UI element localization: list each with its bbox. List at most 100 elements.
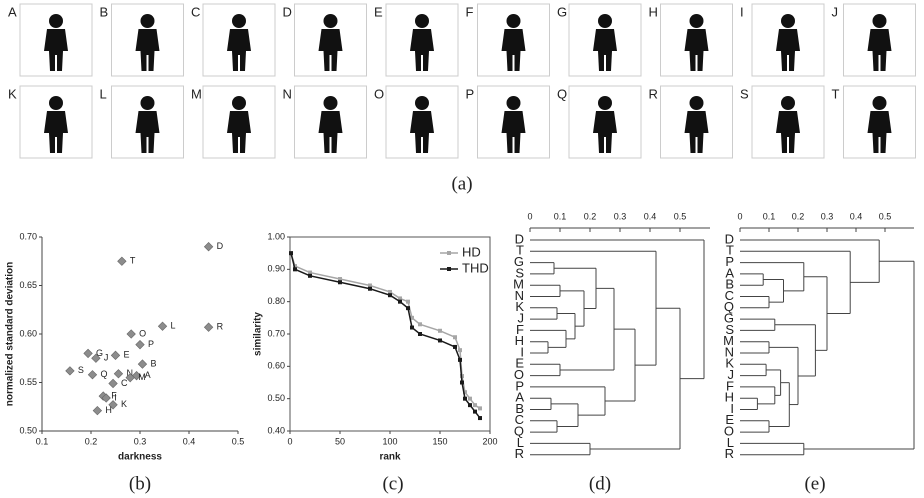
image-label: O	[374, 86, 384, 101]
caption: (b)	[129, 473, 151, 494]
x-tick-label: 0.3	[614, 211, 627, 221]
silhouette-head	[781, 96, 795, 110]
silhouette-head	[690, 14, 704, 28]
point	[111, 351, 119, 359]
series-marker	[438, 329, 442, 333]
series-marker	[478, 406, 482, 410]
point-label: M	[138, 372, 146, 382]
leaf-label: R	[725, 446, 734, 461]
image-label: L	[100, 86, 107, 101]
series-line	[291, 253, 480, 408]
x-axis-title: rank	[379, 452, 401, 463]
silhouette-head	[598, 14, 612, 28]
point	[93, 406, 101, 414]
x-tick-label: 0.5	[232, 436, 245, 446]
y-tick-label: 0.80	[267, 296, 285, 306]
silhouette-head	[873, 96, 887, 110]
point-label: E	[124, 350, 130, 360]
silhouette-head	[690, 96, 704, 110]
silhouette-head	[141, 96, 155, 110]
y-tick-label: 0.60	[267, 361, 285, 371]
series-marker	[406, 306, 410, 310]
silhouette-head	[232, 14, 246, 28]
image-label: D	[283, 4, 292, 19]
x-tick-label: 50	[335, 436, 345, 446]
series-marker	[468, 403, 472, 407]
legend-label: HD	[462, 244, 481, 259]
legend-label: THD	[462, 260, 489, 275]
image-label: F	[466, 4, 474, 19]
y-tick-label: 0.50	[267, 393, 285, 403]
point	[118, 257, 126, 265]
x-tick-label: 0.1	[554, 211, 567, 221]
point	[204, 242, 212, 250]
point-label: I	[114, 392, 117, 402]
image-label: M	[191, 86, 202, 101]
x-tick-label: 0.2	[584, 211, 597, 221]
x-tick-label: 150	[432, 436, 447, 446]
x-tick-label: 0	[737, 211, 742, 221]
silhouette-head	[49, 14, 63, 28]
point-label: K	[121, 399, 127, 409]
point-label: C	[121, 378, 128, 388]
point-label: T	[130, 256, 136, 266]
y-tick-label: 0.40	[267, 425, 285, 435]
series-marker	[388, 293, 392, 297]
image-label: N	[283, 86, 292, 101]
silhouette-head	[781, 14, 795, 28]
y-tick-label: 0.70	[19, 231, 37, 241]
x-tick-label: 0.5	[674, 211, 687, 221]
figure: (a) ABCDEFGHIJKLMNOPQRST0.10.20.30.40.50…	[0, 0, 924, 498]
silhouette-head	[507, 96, 521, 110]
y-tick-label: 0.90	[267, 264, 285, 274]
y-tick-label: 0.70	[267, 328, 285, 338]
series-marker	[473, 403, 477, 407]
x-tick-label: 0.3	[134, 436, 147, 446]
silhouette-head	[873, 14, 887, 28]
legend-marker	[447, 267, 451, 271]
image-label: I	[740, 4, 744, 19]
series-marker	[410, 326, 414, 330]
point-label: H	[105, 405, 112, 415]
series-marker	[398, 300, 402, 304]
point-label: L	[171, 321, 176, 331]
series-marker	[468, 397, 472, 401]
x-tick-label: 0.1	[763, 211, 776, 221]
caption: (c)	[382, 473, 403, 494]
series-marker	[453, 345, 457, 349]
y-axis-title: normalized standard deviation	[5, 262, 16, 406]
point	[84, 349, 92, 357]
x-tick-label: 200	[482, 436, 497, 446]
plot-frame	[290, 237, 490, 431]
point	[88, 370, 96, 378]
silhouette-head	[232, 96, 246, 110]
point	[138, 360, 146, 368]
caption: (e)	[804, 473, 825, 494]
x-tick-label: 0.4	[850, 211, 863, 221]
x-tick-label: 0.2	[792, 211, 805, 221]
x-axis-title: darkness	[118, 452, 162, 463]
series-marker	[338, 280, 342, 284]
point-label: S	[78, 365, 84, 375]
series-marker	[478, 416, 482, 420]
series-marker	[418, 332, 422, 336]
image-label: H	[649, 4, 658, 19]
series-marker	[289, 251, 293, 255]
image-label: A	[8, 4, 17, 19]
image-label: T	[832, 86, 840, 101]
series-marker	[460, 381, 464, 385]
point	[109, 379, 117, 387]
image-label: Q	[557, 86, 567, 101]
series-marker	[406, 300, 410, 304]
point-label: Q	[100, 369, 107, 379]
point-label: R	[217, 322, 224, 332]
x-tick-label: 0.1	[36, 436, 49, 446]
series-marker	[293, 267, 297, 271]
point-label: D	[217, 241, 224, 251]
x-tick-label: 0.5	[879, 211, 892, 221]
image-label: S	[740, 86, 749, 101]
silhouette-head	[324, 96, 338, 110]
point-label: P	[148, 339, 154, 349]
series-marker	[438, 338, 442, 342]
series-marker	[473, 410, 477, 414]
